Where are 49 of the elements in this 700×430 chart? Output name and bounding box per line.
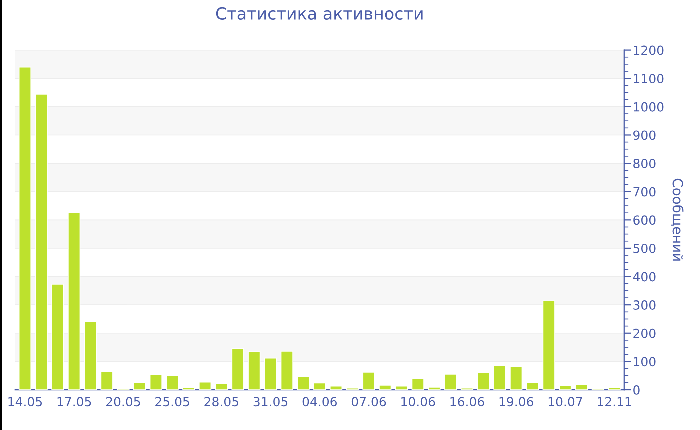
bar xyxy=(576,384,588,390)
x-tick-label: 04.06 xyxy=(302,397,338,407)
bar xyxy=(559,385,572,390)
x-tick-label: 10.06 xyxy=(402,397,436,407)
y-tick-label: 1100 xyxy=(634,74,664,84)
bar xyxy=(215,383,228,390)
y-axis-title: Сообщений xyxy=(671,178,684,261)
bar xyxy=(477,372,490,390)
bar xyxy=(134,382,146,390)
x-tick-label: 19.06 xyxy=(500,397,534,407)
x-tick-label: 31.05 xyxy=(254,397,288,407)
y-tick-label: 900 xyxy=(634,130,656,140)
bar xyxy=(526,382,540,390)
bar xyxy=(494,366,506,390)
x-tick-label: 17.05 xyxy=(58,397,92,407)
bar xyxy=(314,382,326,390)
bar xyxy=(100,371,114,390)
x-tick-label: 12.11 xyxy=(598,397,632,406)
y-tick-label: 1000 xyxy=(634,102,664,112)
y-tick-label: 1200 xyxy=(634,46,664,56)
x-tick-label: 14.05 xyxy=(8,397,42,407)
bar xyxy=(412,378,424,390)
x-tick-label: 16.06 xyxy=(450,397,484,407)
chart-title: Статистика активности xyxy=(216,7,423,20)
bar xyxy=(428,387,441,390)
bar xyxy=(362,372,376,390)
bar xyxy=(444,374,458,390)
y-tick-label: 800 xyxy=(634,159,656,168)
x-tick-label: 07.06 xyxy=(352,397,386,407)
y-tick-label: 700 xyxy=(634,187,656,197)
y-tick-label: 500 xyxy=(634,244,656,254)
bar xyxy=(150,374,163,390)
y-tick-label: 300 xyxy=(634,300,656,310)
bar xyxy=(510,366,523,390)
x-tick-label: 25.05 xyxy=(156,397,190,407)
y-tick-label: 0 xyxy=(634,385,640,395)
bar xyxy=(395,386,408,390)
x-tick-label: 20.05 xyxy=(106,397,140,407)
x-tick-label: 28.05 xyxy=(204,397,238,407)
bar xyxy=(379,385,392,390)
bar xyxy=(297,376,310,390)
y-tick-label: 200 xyxy=(634,328,656,338)
y-tick-label: 400 xyxy=(633,272,656,282)
bar xyxy=(198,382,212,390)
x-tick-label: 10.07 xyxy=(548,397,582,407)
bar xyxy=(330,386,343,390)
bar xyxy=(166,376,179,390)
y-tick-label: 600 xyxy=(634,216,656,226)
y-tick-label: 100 xyxy=(634,357,656,367)
